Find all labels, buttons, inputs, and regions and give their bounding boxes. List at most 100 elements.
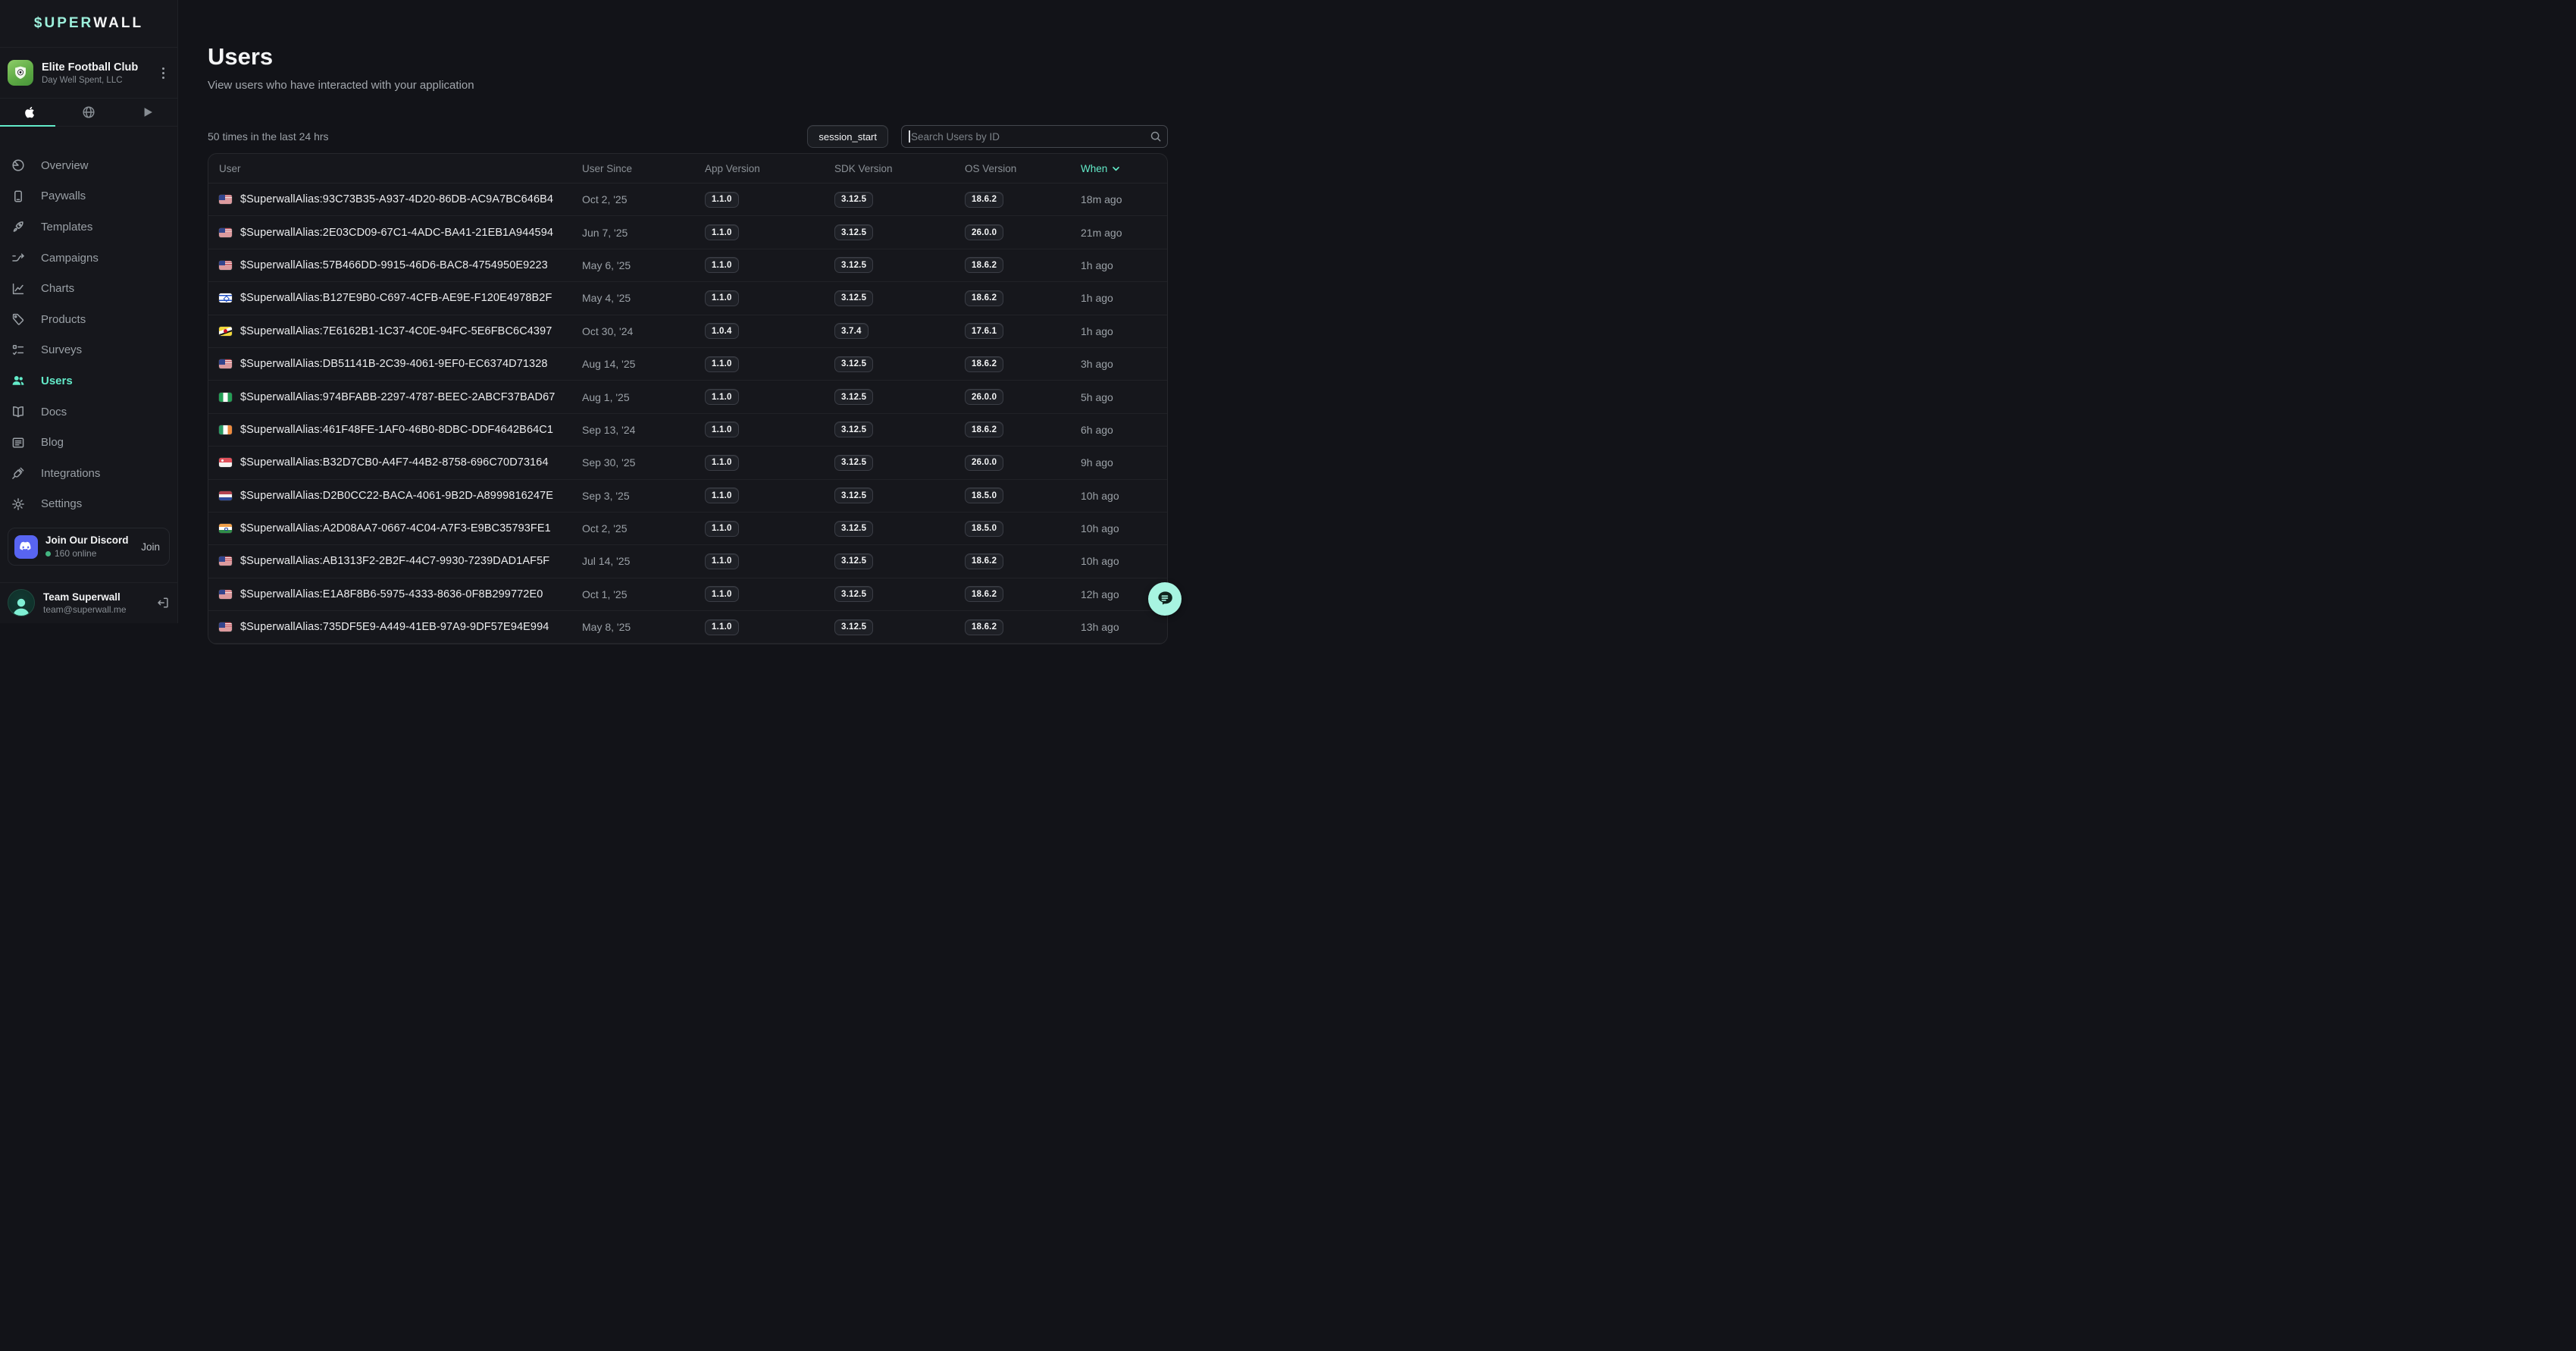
- paywalls-icon: [11, 190, 25, 203]
- when-value: 6h ago: [1081, 423, 1113, 436]
- user-id: $SuperwallAlias:2E03CD09-67C1-4ADC-BA41-…: [240, 226, 554, 239]
- app-version-cell: 1.1.0: [705, 356, 834, 372]
- user-id: $SuperwallAlias:974BFABB-2297-4787-BEEC-…: [240, 390, 556, 403]
- sdk-version-badge: 3.12.5: [834, 520, 874, 537]
- table-row[interactable]: $SuperwallAlias:974BFABB-2297-4787-BEEC-…: [208, 381, 1167, 414]
- os-version-cell: 18.6.2: [965, 422, 1081, 438]
- us-flag-icon: [219, 622, 232, 632]
- settings-icon: [11, 497, 25, 511]
- sdk-version-badge: 3.12.5: [834, 224, 874, 241]
- app-version-badge: 1.1.0: [705, 290, 739, 306]
- sdk-version-cell: 3.12.5: [834, 224, 965, 241]
- os-version-badge: 17.6.1: [965, 323, 1004, 340]
- sdk-version-cell: 3.12.5: [834, 454, 965, 471]
- sidebar-item-label: Integrations: [41, 466, 101, 480]
- user-id: $SuperwallAlias:E1A8F8B6-5975-4333-8636-…: [240, 588, 543, 600]
- table-row[interactable]: $SuperwallAlias:461F48FE-1AF0-46B0-8DBC-…: [208, 414, 1167, 447]
- column-header-app-version[interactable]: App Version: [705, 162, 760, 174]
- search-input[interactable]: [901, 125, 1168, 148]
- sidebar-item-docs[interactable]: Docs: [0, 397, 177, 428]
- user-cell: $SuperwallAlias:D2B0CC22-BACA-4061-9B2D-…: [208, 490, 582, 502]
- user-id: $SuperwallAlias:AB1313F2-2B2F-44C7-9930-…: [240, 555, 550, 568]
- integrations-icon: [11, 466, 25, 480]
- user-since: Oct 2, '25: [582, 193, 628, 206]
- sidebar-item-products[interactable]: Products: [0, 304, 177, 335]
- sidebar-item-surveys[interactable]: Surveys: [0, 335, 177, 366]
- sidebar-item-label: Surveys: [41, 343, 83, 357]
- app-version-cell: 1.1.0: [705, 290, 834, 306]
- discord-card[interactable]: Join Our Discord 160 online Join: [8, 528, 170, 566]
- sidebar-item-overview[interactable]: Overview: [0, 150, 177, 181]
- sidebar-nav: Overview Paywalls Templates Campaigns Charts…: [0, 150, 177, 519]
- table-row[interactable]: $SuperwallAlias:A2D08AA7-0667-4C04-A7F3-…: [208, 513, 1167, 546]
- workspace-switcher[interactable]: Elite Football Club Day Well Spent, LLC: [0, 48, 177, 99]
- user-cell: $SuperwallAlias:93C73B35-A937-4D20-86DB-…: [208, 193, 582, 205]
- column-header-when[interactable]: When: [1081, 163, 1167, 174]
- column-header-user-since[interactable]: User Since: [582, 162, 633, 174]
- when-value: 10h ago: [1081, 522, 1119, 535]
- table-row[interactable]: $SuperwallAlias:DB51141B-2C39-4061-9EF0-…: [208, 348, 1167, 381]
- sidebar-item-integrations[interactable]: Integrations: [0, 458, 177, 489]
- user-id: $SuperwallAlias:B32D7CB0-A4F7-44B2-8758-…: [240, 456, 549, 469]
- user-id: $SuperwallAlias:735DF5E9-A449-41EB-97A9-…: [240, 621, 549, 634]
- table-row[interactable]: $SuperwallAlias:7E6162B1-1C37-4C0E-94FC-…: [208, 315, 1167, 348]
- column-header-os-version[interactable]: OS Version: [965, 162, 1017, 174]
- os-version-cell: 26.0.0: [965, 224, 1081, 241]
- us-flag-icon: [219, 195, 232, 205]
- ng-flag-icon: [219, 392, 232, 402]
- sidebar: $UPER WALL Elite Football Club Day Well S…: [0, 0, 178, 623]
- table-row[interactable]: $SuperwallAlias:E1A8F8B6-5975-4333-8636-…: [208, 578, 1167, 612]
- user-since: Oct 1, '25: [582, 588, 628, 600]
- discord-join-button[interactable]: Join: [141, 541, 160, 553]
- table-row[interactable]: $SuperwallAlias:93C73B35-A937-4D20-86DB-…: [208, 183, 1167, 217]
- discord-meta: Join Our Discord 160 online: [45, 534, 133, 559]
- sidebar-item-charts[interactable]: Charts: [0, 273, 177, 304]
- table-row[interactable]: $SuperwallAlias:B127E9B0-C697-4CFB-AE9E-…: [208, 282, 1167, 315]
- platform-tab-apple[interactable]: [0, 99, 59, 126]
- os-version-cell: 18.6.2: [965, 619, 1081, 635]
- support-chat-fab[interactable]: [1148, 582, 1182, 616]
- sidebar-item-settings[interactable]: Settings: [0, 489, 177, 520]
- table-row[interactable]: $SuperwallAlias:B32D7CB0-A4F7-44B2-8758-…: [208, 447, 1167, 480]
- platform-tab-web[interactable]: [59, 99, 118, 126]
- table-row[interactable]: $SuperwallAlias:2E03CD09-67C1-4ADC-BA41-…: [208, 216, 1167, 249]
- platform-tab-google-play[interactable]: [118, 99, 177, 126]
- column-header-sdk-version[interactable]: SDK Version: [834, 162, 893, 174]
- sidebar-item-users[interactable]: Users: [0, 365, 177, 397]
- user-since: May 8, '25: [582, 621, 631, 634]
- ie-flag-icon: [219, 425, 232, 434]
- account-row[interactable]: Team Superwall team@superwall.me: [8, 589, 170, 616]
- text-caret: [909, 130, 910, 143]
- search-icon[interactable]: [1150, 130, 1162, 143]
- account-meta: Team Superwall team@superwall.me: [43, 591, 148, 615]
- sidebar-item-paywalls[interactable]: Paywalls: [0, 181, 177, 212]
- bn-flag-icon: [219, 326, 232, 336]
- sidebar-item-label: Templates: [41, 220, 93, 234]
- event-count-text: 50 times in the last 24 hrs: [208, 130, 329, 143]
- logout-icon[interactable]: [156, 596, 170, 610]
- sidebar-item-templates[interactable]: Templates: [0, 212, 177, 243]
- sidebar-item-label: Blog: [41, 436, 64, 450]
- sidebar-item-label: Paywalls: [41, 190, 86, 203]
- sidebar-item-campaigns[interactable]: Campaigns: [0, 243, 177, 274]
- os-version-badge: 18.6.2: [965, 422, 1004, 438]
- table-row[interactable]: $SuperwallAlias:D2B0CC22-BACA-4061-9B2D-…: [208, 480, 1167, 513]
- sg-flag-icon: [219, 458, 232, 468]
- event-filter-button[interactable]: session_start: [807, 125, 888, 148]
- user-id: $SuperwallAlias:7E6162B1-1C37-4C0E-94FC-…: [240, 324, 552, 337]
- table-row[interactable]: $SuperwallAlias:AB1313F2-2B2F-44C7-9930-…: [208, 545, 1167, 578]
- sdk-version-cell: 3.12.5: [834, 586, 965, 603]
- workspace-menu-kebab-icon[interactable]: [156, 64, 170, 82]
- table-row[interactable]: $SuperwallAlias:57B466DD-9915-46D6-BAC8-…: [208, 249, 1167, 283]
- surveys-icon: [11, 343, 25, 357]
- when-value: 10h ago: [1081, 555, 1119, 568]
- app-version-cell: 1.0.4: [705, 323, 834, 340]
- user-id: $SuperwallAlias:93C73B35-A937-4D20-86DB-…: [240, 193, 554, 206]
- column-header-user[interactable]: User: [219, 162, 241, 174]
- sidebar-item-blog[interactable]: Blog: [0, 427, 177, 458]
- il-flag-icon: [219, 293, 232, 303]
- sidebar-divider: [0, 582, 177, 583]
- table-row[interactable]: $SuperwallAlias:735DF5E9-A449-41EB-97A9-…: [208, 611, 1167, 644]
- os-version-badge: 18.5.0: [965, 487, 1004, 504]
- docs-icon: [11, 405, 25, 418]
